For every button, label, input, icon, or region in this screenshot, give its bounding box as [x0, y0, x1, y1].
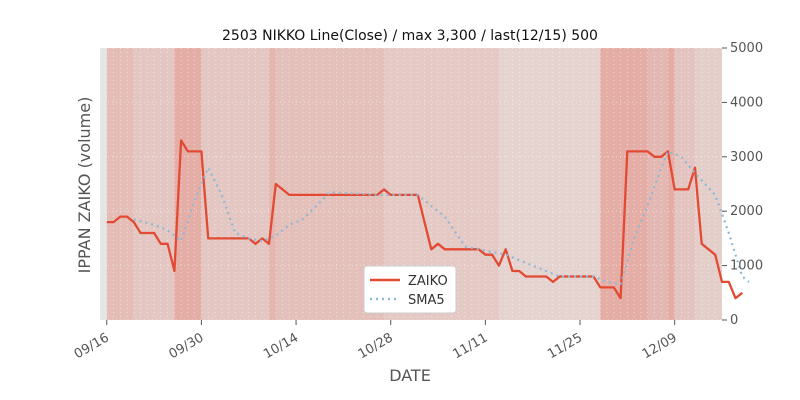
x-tick-label: 10/28	[356, 330, 396, 362]
legend: ZAIKO SMA5	[363, 265, 457, 314]
background-band	[498, 48, 601, 320]
background-band	[600, 48, 648, 320]
background-band	[674, 48, 695, 320]
chart-title: 2503 NIKKO Line(Close) / max 3,300 / las…	[222, 28, 598, 44]
legend-label-sma5: SMA5	[408, 293, 445, 308]
series-layer	[106, 139, 750, 300]
series-line-sma5	[133, 150, 750, 286]
x-tick-label: 09/16	[72, 330, 112, 362]
x-tick-label: 09/30	[166, 330, 206, 362]
legend-label-zaiko: ZAIKO	[408, 274, 448, 289]
y-tick-label: 2000	[730, 204, 763, 219]
series-line-zaiko	[106, 139, 744, 300]
y-tick-label: 1000	[730, 259, 763, 274]
x-tick-label: 12/09	[640, 330, 680, 362]
y-axis-label: IPPAN ZAIKO (volume)	[75, 97, 94, 274]
background-band	[647, 48, 668, 320]
grid-lines	[99, 47, 723, 321]
y-tick-label: 0	[730, 313, 738, 328]
y-tick-label: 4000	[730, 95, 763, 110]
y-tick-label: 3000	[730, 150, 763, 165]
background-band	[667, 48, 675, 320]
x-tick-label: 11/25	[545, 330, 585, 362]
y-tick-label: 5000	[730, 41, 763, 56]
legend-box	[363, 265, 457, 314]
x-tick-label: 11/11	[450, 330, 490, 362]
x-axis-label: DATE	[389, 366, 431, 385]
background-band	[269, 48, 276, 320]
x-tick-label: 10/14	[261, 330, 301, 362]
